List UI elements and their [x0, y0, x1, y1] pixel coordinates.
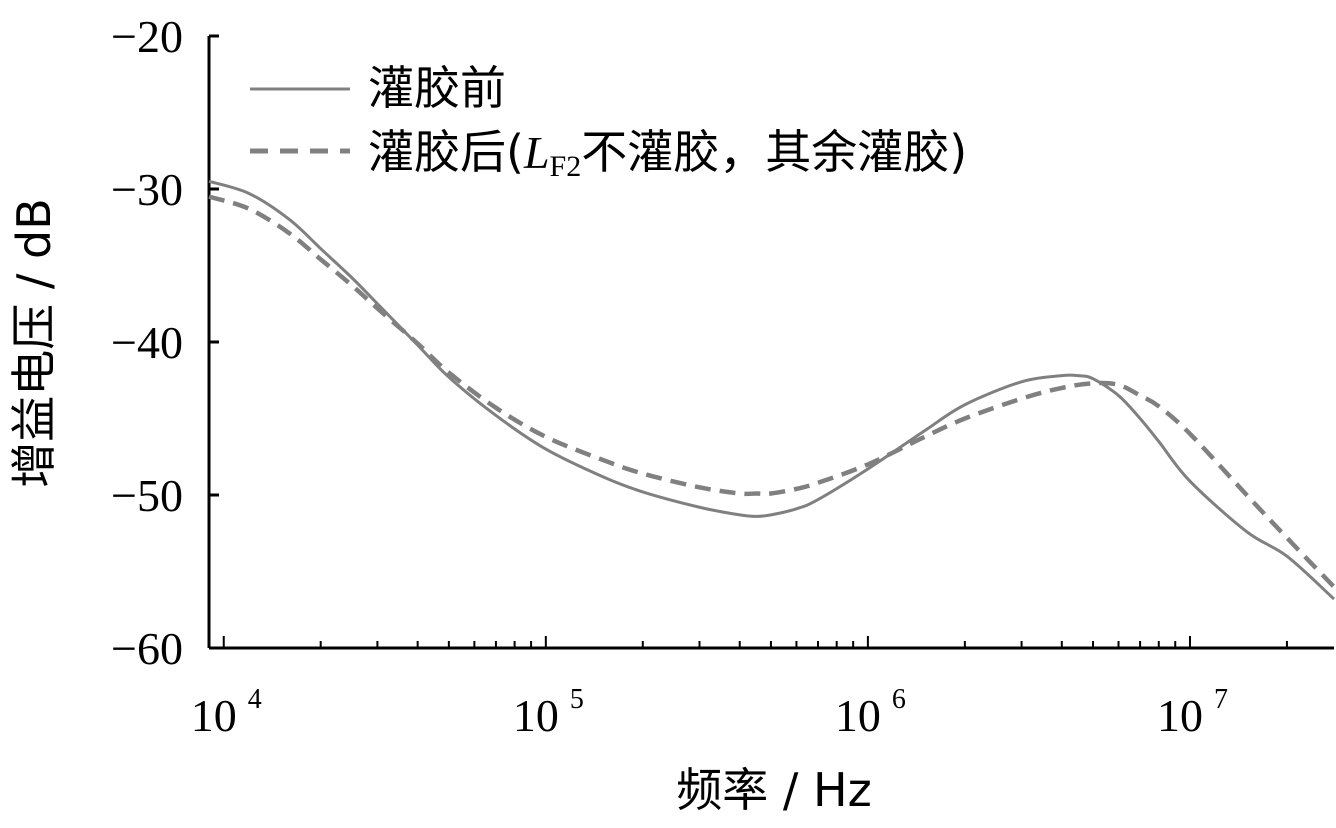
legend-entry-2: 灌胶后(LF2不灌胶，其余灌胶): [368, 125, 967, 183]
legend-entry-2-sub: F2: [550, 150, 582, 183]
y-tick-label: −40: [111, 317, 183, 368]
y-tick-label: −60: [111, 623, 183, 674]
y-tick-label: −50: [111, 470, 183, 521]
x-tick-exponent: 4: [248, 684, 262, 715]
x-tick-label: 10: [191, 690, 237, 741]
series-line-before-potting: [208, 179, 1336, 601]
legend-entry-2-middle: 不灌胶，其余灌胶: [581, 125, 949, 179]
x-tick-label: 10: [835, 690, 881, 741]
legend-entry-1: 灌胶前: [368, 61, 506, 115]
x-axis-label: 频率 / Hz: [676, 763, 871, 817]
legend: 灌胶前 灌胶后(LF2不灌胶，其余灌胶): [250, 61, 967, 183]
y-tick-label: −30: [111, 164, 183, 215]
y-axis-label: 增益电压 / dB: [7, 198, 61, 488]
legend-entry-2-suffix: ): [949, 125, 967, 179]
legend-entry-2-prefix: 灌胶后(: [368, 125, 524, 179]
series-line-after-potting: [208, 194, 1336, 589]
x-tick-exponent: 7: [1214, 684, 1228, 715]
y-tick-label: −20: [111, 11, 183, 62]
x-tick-label: 10: [1157, 690, 1203, 741]
x-tick-label: 10: [513, 690, 559, 741]
series-lines: [208, 179, 1336, 601]
x-tick-exponent: 5: [570, 684, 584, 715]
x-tick-exponent: 6: [892, 684, 906, 715]
legend-entry-2-var: L: [523, 127, 550, 178]
